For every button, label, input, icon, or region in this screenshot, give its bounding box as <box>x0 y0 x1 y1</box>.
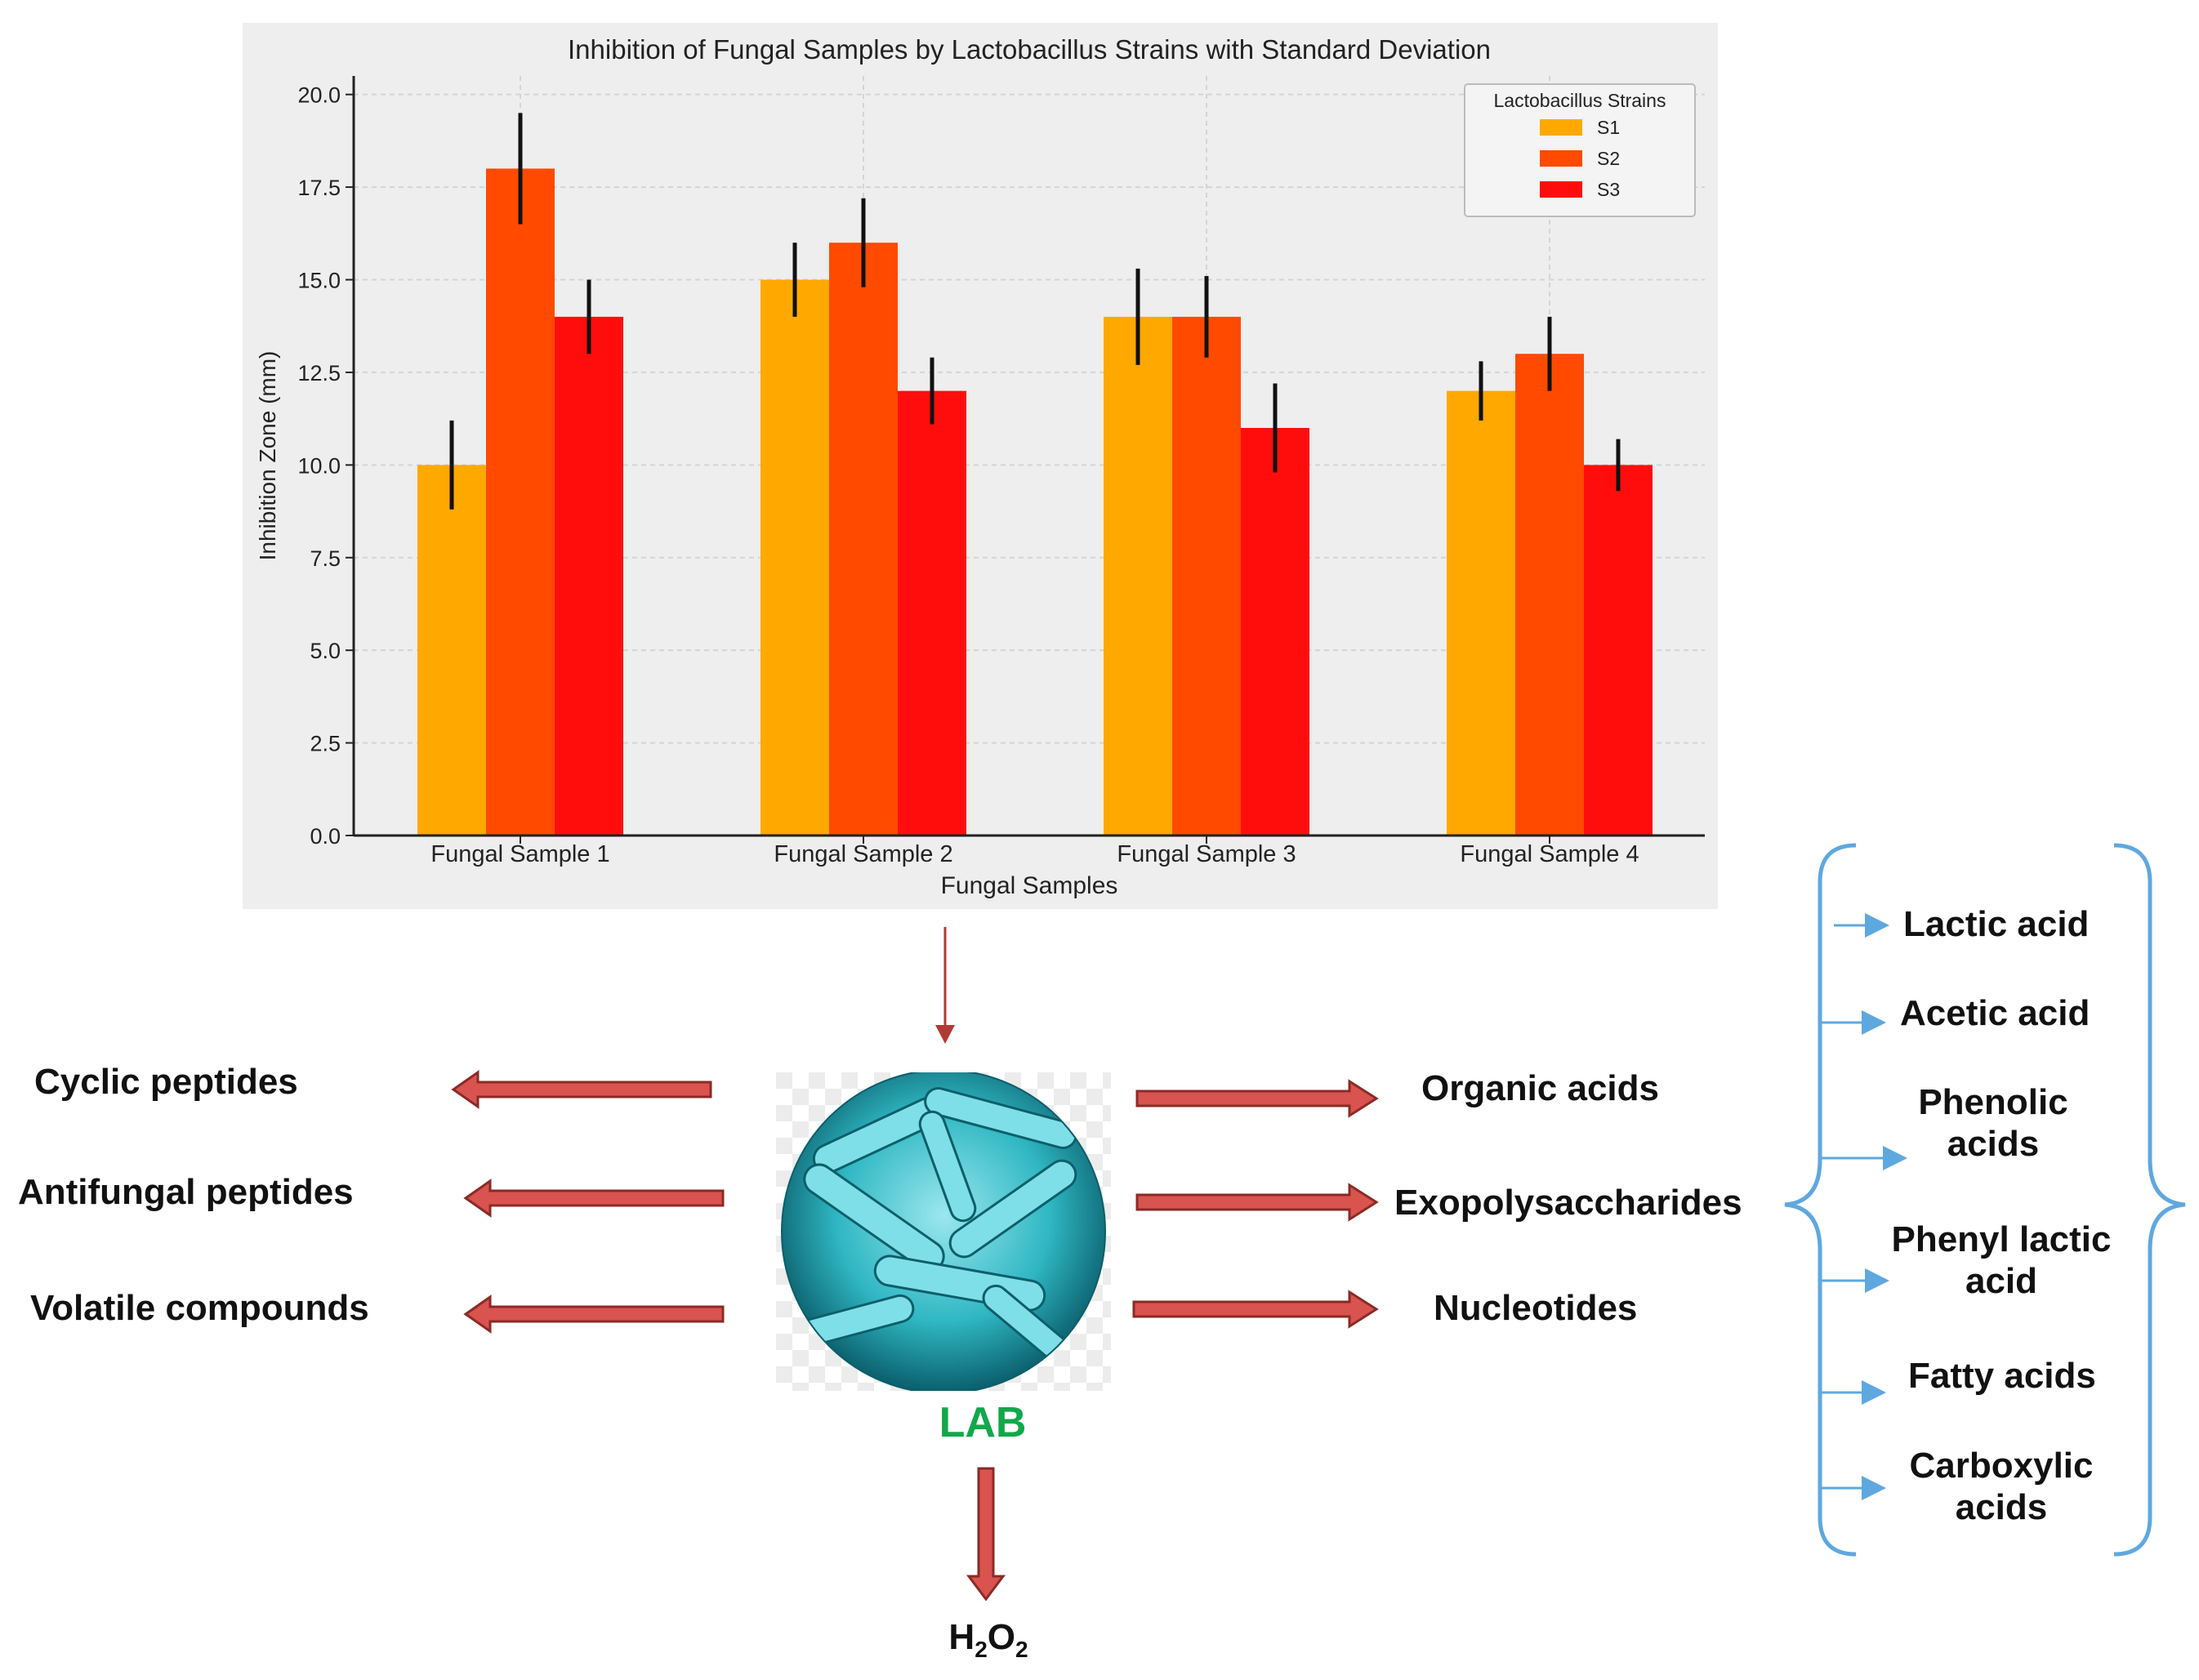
x-tick-label: Fungal Sample 1 <box>430 841 609 867</box>
bar-s1-1 <box>417 465 486 836</box>
phenyl-lactic-acid-label: Phenyl lactic acid <box>1891 1219 2112 1301</box>
organic-acids-right-brace <box>2113 843 2186 1557</box>
phenolic-acids-label: Phenolic acids <box>1918 1082 2068 1164</box>
bar-s1-3 <box>1104 316 1172 836</box>
lab-bacteria-image <box>776 1072 1111 1391</box>
bar-s3-2 <box>898 390 966 836</box>
arrow-to-antifungal-peptides <box>463 1179 725 1218</box>
bar-s2-4 <box>1515 354 1584 836</box>
fatty-acids-label: Fatty acids <box>1908 1356 2096 1396</box>
arrow-to-nucleotides <box>1132 1290 1379 1329</box>
x-axis-label: Fungal Samples <box>941 872 1118 899</box>
bar-s3-4 <box>1584 465 1653 836</box>
chart-legend: Lactobacillus Strains S1 S2 S3 <box>1464 83 1696 217</box>
chart-to-lab-arrowhead <box>935 1025 955 1044</box>
y-tick-label: 17.5 <box>297 176 341 200</box>
y-tick-label: 0.0 <box>310 824 341 849</box>
legend-swatch-s2 <box>1540 150 1582 167</box>
legend-swatch-s1 <box>1540 119 1582 136</box>
y-tick-label: 15.0 <box>297 269 341 293</box>
exopolysaccharides-label: Exopolysaccharides <box>1394 1183 1742 1223</box>
y-axis-label: Inhibition Zone (mm) <box>255 351 280 561</box>
bar-s2-1 <box>486 168 555 836</box>
nucleotides-label: Nucleotides <box>1434 1288 1638 1328</box>
arrow-to-organic-acids <box>1135 1079 1379 1118</box>
organic-acids-left-brace <box>1784 843 1857 1557</box>
y-tick-label: 5.0 <box>310 639 341 663</box>
arrow-to-exopolysaccharides <box>1135 1183 1379 1222</box>
x-tick-label: Fungal Sample 3 <box>1117 841 1296 867</box>
arrow-to-h2o2 <box>966 1467 1006 1602</box>
legend-label-s3: S3 <box>1597 179 1620 200</box>
carboxylic-acids-label: Carboxylic acids <box>1909 1446 2094 1527</box>
antifungal-peptides-label: Antifungal peptides <box>18 1172 354 1212</box>
bar-s3-1 <box>555 316 623 836</box>
legend-label-s2: S2 <box>1597 148 1620 169</box>
bar-s1-2 <box>761 279 829 836</box>
legend-label-s1: S1 <box>1597 117 1620 138</box>
y-tick-label: 12.5 <box>297 361 341 385</box>
h2o2-label: H2O2 <box>948 1617 1028 1662</box>
legend-swatch-s3 <box>1540 181 1582 198</box>
bar-chart: 0.0 2.5 5.0 7.5 10.0 12.5 15.0 17.5 20.0 Fungal S… <box>255 34 1705 899</box>
bar-s2-3 <box>1172 316 1241 836</box>
x-tick-label: Fungal Sample 4 <box>1460 841 1639 867</box>
x-tick-label: Fungal Sample 2 <box>774 841 952 867</box>
y-tick-label: 10.0 <box>297 453 341 478</box>
bar-s2-2 <box>829 243 898 836</box>
chart-title: Inhibition of Fungal Samples by Lactobac… <box>568 34 1491 65</box>
legend-title: Lactobacillus Strains <box>1494 90 1666 111</box>
lab-label: LAB <box>939 1399 1027 1446</box>
y-tick-label: 2.5 <box>310 732 341 756</box>
bar-s1-4 <box>1447 390 1515 836</box>
arrow-to-volatile-compounds <box>463 1295 725 1334</box>
volatile-compounds-label: Volatile compounds <box>30 1288 369 1328</box>
y-tick-label: 20.0 <box>297 83 341 108</box>
cyclic-peptides-label: Cyclic peptides <box>34 1062 298 1102</box>
lactic-acid-label: Lactic acid <box>1903 904 2090 944</box>
y-tick-label: 7.5 <box>310 546 341 571</box>
chart-panel: 0.0 2.5 5.0 7.5 10.0 12.5 15.0 17.5 20.0 Fungal S… <box>243 23 1718 909</box>
acetic-acid-label: Acetic acid <box>1900 993 2090 1033</box>
organic-acids-label: Organic acids <box>1421 1068 1660 1108</box>
bar-s3-3 <box>1241 427 1309 836</box>
arrow-to-cyclic-peptides <box>451 1070 712 1109</box>
